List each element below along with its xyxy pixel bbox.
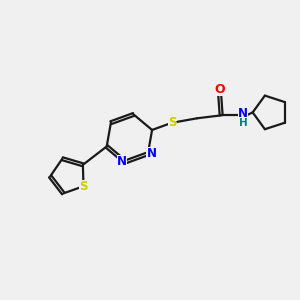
Text: S: S — [168, 116, 176, 129]
Text: N: N — [146, 147, 156, 160]
Text: O: O — [214, 83, 225, 96]
Text: S: S — [79, 180, 88, 193]
Text: H: H — [238, 118, 247, 128]
Text: N: N — [238, 107, 248, 120]
Text: N: N — [117, 155, 127, 169]
